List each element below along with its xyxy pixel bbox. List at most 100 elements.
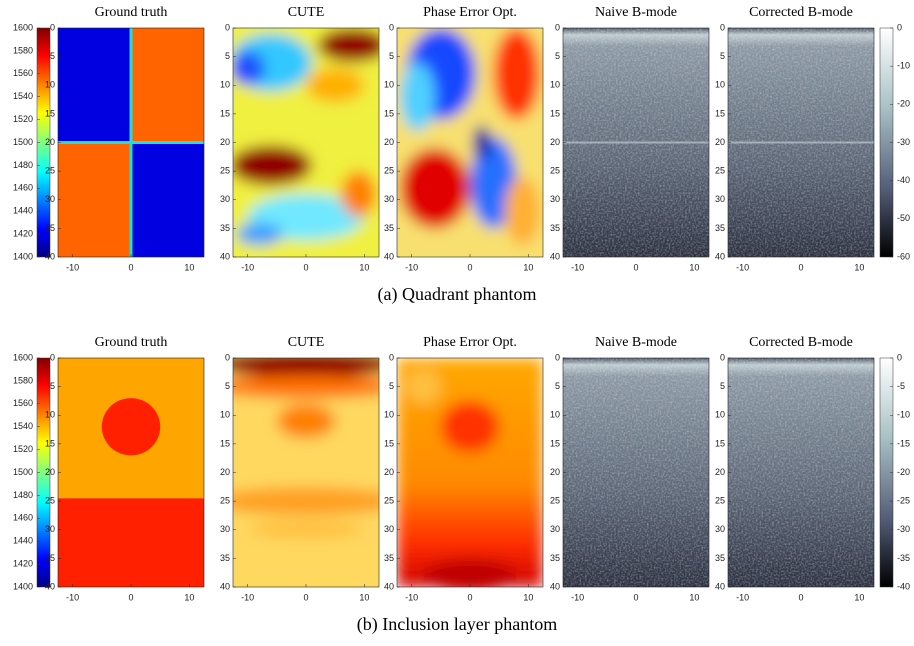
panel-title: Ground truth xyxy=(95,335,168,350)
blurred xyxy=(233,358,379,587)
y-tick-label: 10 xyxy=(220,410,230,420)
y-tick-label: 20 xyxy=(220,467,230,477)
y-tick-label: 15 xyxy=(220,438,230,448)
blob xyxy=(493,28,541,120)
x-tick-label: 10 xyxy=(854,592,864,602)
x-tick-label: 10 xyxy=(854,262,864,272)
colorbar-tick-label: 1400 xyxy=(13,581,33,591)
y-tick-label: 35 xyxy=(220,553,230,563)
colorbar-tick-label: -40 xyxy=(897,581,910,591)
panel-image xyxy=(728,28,874,257)
y-tick-label: 0 xyxy=(389,22,394,32)
colorbar-tick-label: 1480 xyxy=(13,160,33,170)
y-tick-label: 5 xyxy=(50,381,55,391)
panel-image xyxy=(728,358,874,587)
x-tick-label: 0 xyxy=(303,262,308,272)
y-tick-label: 0 xyxy=(555,352,560,362)
colorbar-tick-label: -20 xyxy=(897,467,910,477)
x-tick-label: 0 xyxy=(798,592,803,602)
colorbar-tick-label: 1500 xyxy=(13,467,33,477)
y-tick-label: 40 xyxy=(715,251,725,261)
region xyxy=(131,142,204,257)
blurred xyxy=(397,28,543,257)
y-tick-label: 35 xyxy=(384,553,394,563)
y-tick-label: 20 xyxy=(715,467,725,477)
panel-title: Corrected B-mode xyxy=(749,335,853,350)
x-tick-label: -10 xyxy=(66,262,79,272)
y-tick-label: 5 xyxy=(389,381,394,391)
speckle xyxy=(728,358,874,587)
colorbar-tick-label: -5 xyxy=(897,381,905,391)
y-tick-label: 25 xyxy=(384,166,394,176)
y-tick-label: 15 xyxy=(45,438,55,448)
y-tick-label: 15 xyxy=(550,108,560,118)
x-tick-label: 0 xyxy=(467,262,472,272)
panel-image xyxy=(563,358,709,587)
boundary xyxy=(58,141,204,144)
y-tick-label: 40 xyxy=(220,581,230,591)
colorbar-tick-label: 1580 xyxy=(13,375,33,385)
y-tick-label: 25 xyxy=(715,166,725,176)
y-tick-label: 15 xyxy=(45,108,55,118)
caption: (a) Quadrant phantom xyxy=(378,284,537,305)
blob xyxy=(440,400,500,453)
y-tick-label: 25 xyxy=(220,496,230,506)
y-tick-label: 35 xyxy=(45,223,55,233)
panel-image xyxy=(233,28,379,257)
x-tick-label: 10 xyxy=(689,592,699,602)
y-tick-label: 0 xyxy=(225,22,230,32)
blob xyxy=(233,486,379,516)
panel-image xyxy=(563,28,709,257)
colorbar-tick-label: 1560 xyxy=(13,68,33,78)
y-tick-label: 35 xyxy=(384,223,394,233)
colorbar-tick-label: -35 xyxy=(897,553,910,563)
blob xyxy=(233,145,312,186)
colorbar-tick-label: -20 xyxy=(897,99,910,109)
x-tick-label: 0 xyxy=(798,262,803,272)
y-tick-label: 40 xyxy=(715,581,725,591)
speckle xyxy=(563,358,709,587)
panel-image xyxy=(58,358,204,587)
y-tick-label: 15 xyxy=(715,108,725,118)
y-tick-label: 30 xyxy=(715,524,725,534)
y-tick-label: 30 xyxy=(220,194,230,204)
y-tick-label: 25 xyxy=(45,166,55,176)
colorbar-tick-label: 1440 xyxy=(13,206,33,216)
y-tick-label: 25 xyxy=(550,496,560,506)
caption: (b) Inclusion layer phantom xyxy=(357,614,557,635)
y-tick-label: 0 xyxy=(50,352,55,362)
y-tick-label: 0 xyxy=(720,22,725,32)
x-tick-label: 0 xyxy=(303,592,308,602)
colorbar-tick-label: 1560 xyxy=(13,398,33,408)
y-tick-label: 40 xyxy=(384,581,394,591)
y-tick-label: 5 xyxy=(720,51,725,61)
y-tick-label: 40 xyxy=(220,251,230,261)
y-tick-label: 35 xyxy=(220,223,230,233)
colorbar-tick-label: 1600 xyxy=(13,22,33,32)
colorbar-tick-label: 1540 xyxy=(13,421,33,431)
colorbar-tick-label: 1520 xyxy=(13,444,33,454)
y-tick-label: 5 xyxy=(720,381,725,391)
colorbar-tick-label: 1420 xyxy=(13,558,33,568)
x-tick-label: 0 xyxy=(633,592,638,602)
blob xyxy=(233,50,266,86)
y-tick-label: 10 xyxy=(550,410,560,420)
region xyxy=(58,498,204,587)
y-tick-label: 40 xyxy=(550,581,560,591)
y-tick-label: 35 xyxy=(715,553,725,563)
y-tick-label: 15 xyxy=(715,438,725,448)
y-tick-label: 35 xyxy=(550,553,560,563)
y-tick-label: 0 xyxy=(50,22,55,32)
panel-title: CUTE xyxy=(288,335,325,350)
y-tick-label: 15 xyxy=(220,108,230,118)
x-tick-label: -10 xyxy=(736,262,749,272)
colorbar-tick-label: -40 xyxy=(897,175,910,185)
panel-title: Naive B-mode xyxy=(595,335,677,350)
panel-title: CUTE xyxy=(288,5,325,20)
y-tick-label: 5 xyxy=(555,51,560,61)
y-tick-label: 30 xyxy=(220,524,230,534)
y-tick-label: 35 xyxy=(550,223,560,233)
colorbar-tick-label: 0 xyxy=(897,352,902,362)
colorbar-tick-label: 1580 xyxy=(13,45,33,55)
colorbar-tick-label: -10 xyxy=(897,410,910,420)
